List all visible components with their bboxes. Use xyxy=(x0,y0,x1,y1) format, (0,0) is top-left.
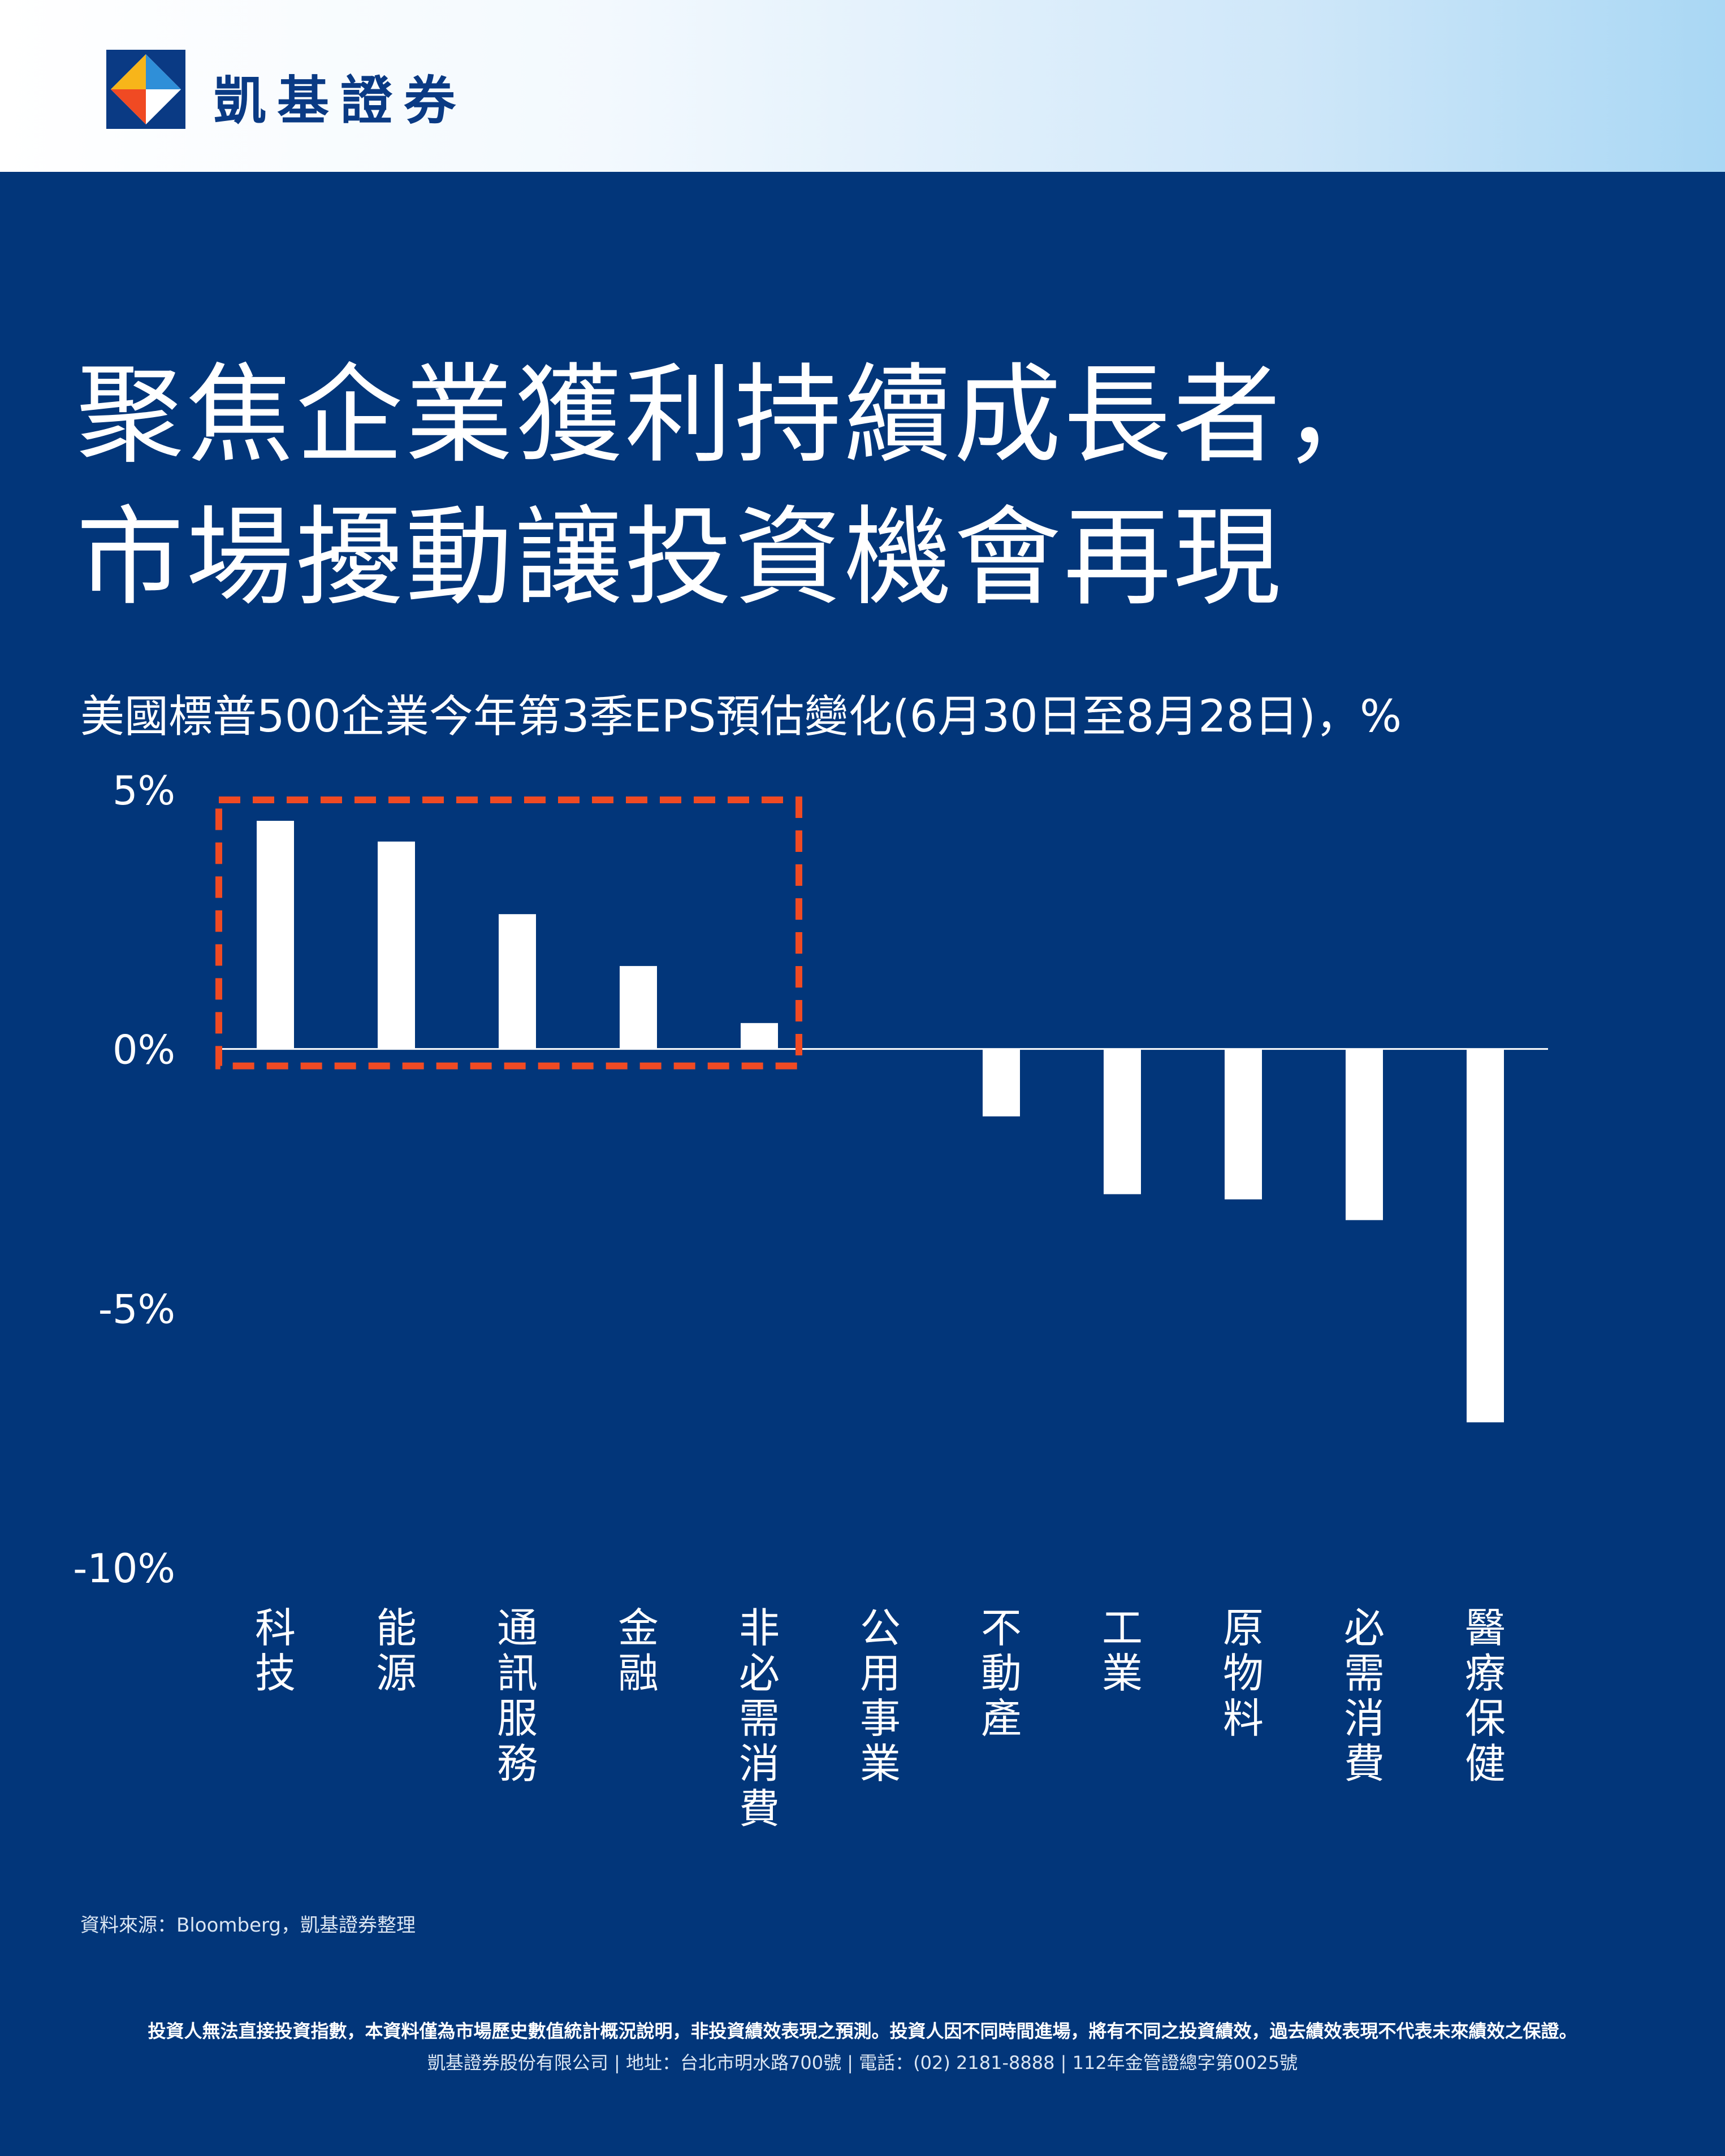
y-tick-label: 5% xyxy=(113,768,175,814)
y-tick-label: -5% xyxy=(98,1286,175,1332)
x-category-label: 金融 xyxy=(618,1604,659,1697)
x-category-label: 工業 xyxy=(1102,1604,1143,1697)
x-category-label: 醫療保健 xyxy=(1465,1604,1506,1787)
x-category-label: 公用事業 xyxy=(860,1604,901,1787)
x-category-label: 科技 xyxy=(255,1604,296,1697)
bar-必需消費 xyxy=(1346,1049,1383,1220)
source-note: 資料來源：Bloomberg，凱基證券整理 xyxy=(80,1914,416,1937)
x-category-label: 不動產 xyxy=(981,1604,1022,1742)
header-banner: 凱基證券 xyxy=(0,0,1725,172)
y-tick-label: 0% xyxy=(113,1027,175,1073)
bar-金融 xyxy=(620,966,657,1049)
bar-科技 xyxy=(257,821,294,1049)
chart-title: 美國標普500企業今年第3季EPS預估變化(6月30日至8月28日)，% xyxy=(80,691,1402,742)
y-tick-label: -10% xyxy=(73,1545,175,1592)
x-category-label: 非必需消費 xyxy=(739,1604,780,1833)
headline-line-1: 聚焦企業獲利持續成長者， xyxy=(76,353,1393,478)
bar-醫療保健 xyxy=(1467,1049,1504,1423)
brand-name: 凱基證券 xyxy=(214,71,468,131)
headline-line-2: 市場擾動讓投資機會再現 xyxy=(76,495,1283,620)
bar-工業 xyxy=(1104,1049,1141,1194)
kgi-logo-icon xyxy=(106,50,185,129)
bar-原物料 xyxy=(1225,1049,1262,1200)
bar-非必需消費 xyxy=(741,1023,778,1049)
x-category-label: 通訊服務 xyxy=(497,1604,538,1787)
bar-通訊服務 xyxy=(499,914,536,1049)
company-info: 凱基證券股份有限公司 | 地址：台北市明水路700號 | 電話：(02) 218… xyxy=(427,2052,1298,2073)
highlight-box xyxy=(215,796,802,1070)
x-category-label: 原物料 xyxy=(1223,1604,1264,1742)
x-category-label: 能源 xyxy=(376,1604,417,1697)
disclaimer-text: 投資人無法直接投資指數，本資料僅為市場歷史數值統計概況說明，非投資績效表現之預測… xyxy=(148,2020,1577,2042)
bar-能源 xyxy=(378,841,415,1049)
bar-不動產 xyxy=(983,1049,1020,1116)
x-category-label: 必需消費 xyxy=(1344,1604,1385,1787)
